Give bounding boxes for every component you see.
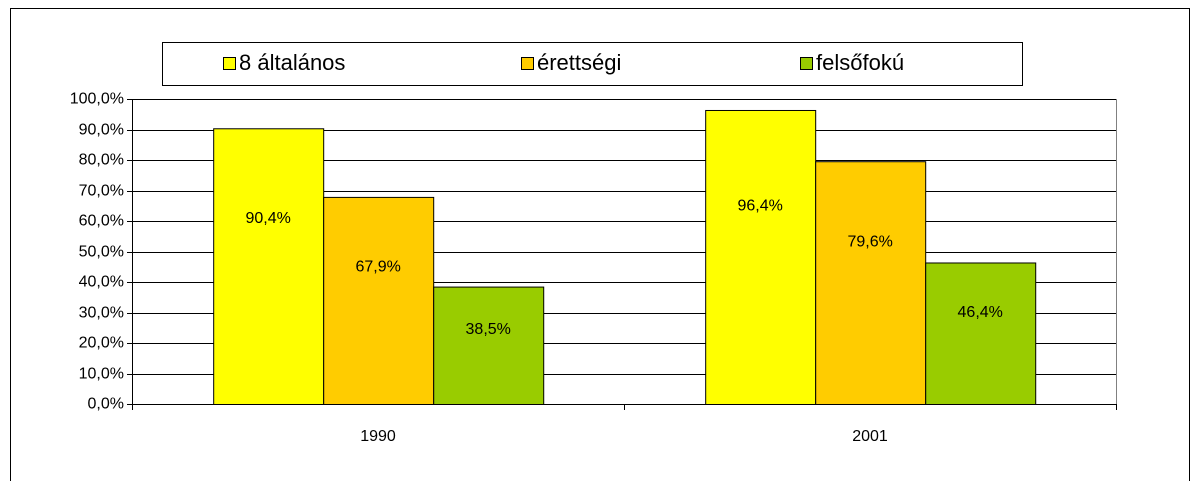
- value-label: 46,4%: [958, 304, 1003, 321]
- y-tick-label: 30,0%: [79, 305, 124, 322]
- y-tick-label: 40,0%: [79, 274, 124, 291]
- bar: [323, 196, 435, 405]
- legend-swatch: [521, 57, 534, 70]
- bar: [433, 286, 545, 406]
- y-tick-label: 60,0%: [79, 213, 124, 230]
- x-tick-label: 2001: [852, 428, 888, 445]
- value-label: 90,4%: [245, 210, 290, 227]
- legend-label: 8 általános: [239, 50, 345, 75]
- legend-box: [162, 42, 1023, 86]
- value-label: 96,4%: [737, 197, 782, 214]
- bar: [925, 262, 1037, 406]
- value-label: 67,9%: [356, 258, 401, 275]
- y-tick-label: 10,0%: [79, 366, 124, 383]
- y-tick-label: 70,0%: [79, 183, 124, 200]
- legend-label: felsőfokú: [816, 50, 904, 75]
- y-tick-label: 90,0%: [79, 122, 124, 139]
- value-label: 38,5%: [466, 321, 511, 338]
- y-tick-label: 20,0%: [79, 335, 124, 352]
- x-tick-label: 1990: [360, 428, 396, 445]
- bar: [705, 109, 817, 405]
- y-tick-label: 50,0%: [79, 244, 124, 261]
- bar: [815, 161, 927, 405]
- y-tick-label: 100,0%: [70, 91, 124, 108]
- legend-label: érettségi: [537, 50, 621, 75]
- bar: [213, 128, 325, 405]
- legend-swatch: [800, 57, 813, 70]
- legend-swatch: [223, 57, 236, 70]
- y-tick-label: 80,0%: [79, 152, 124, 169]
- y-tick-label: 0,0%: [88, 396, 124, 413]
- value-label: 79,6%: [848, 233, 893, 250]
